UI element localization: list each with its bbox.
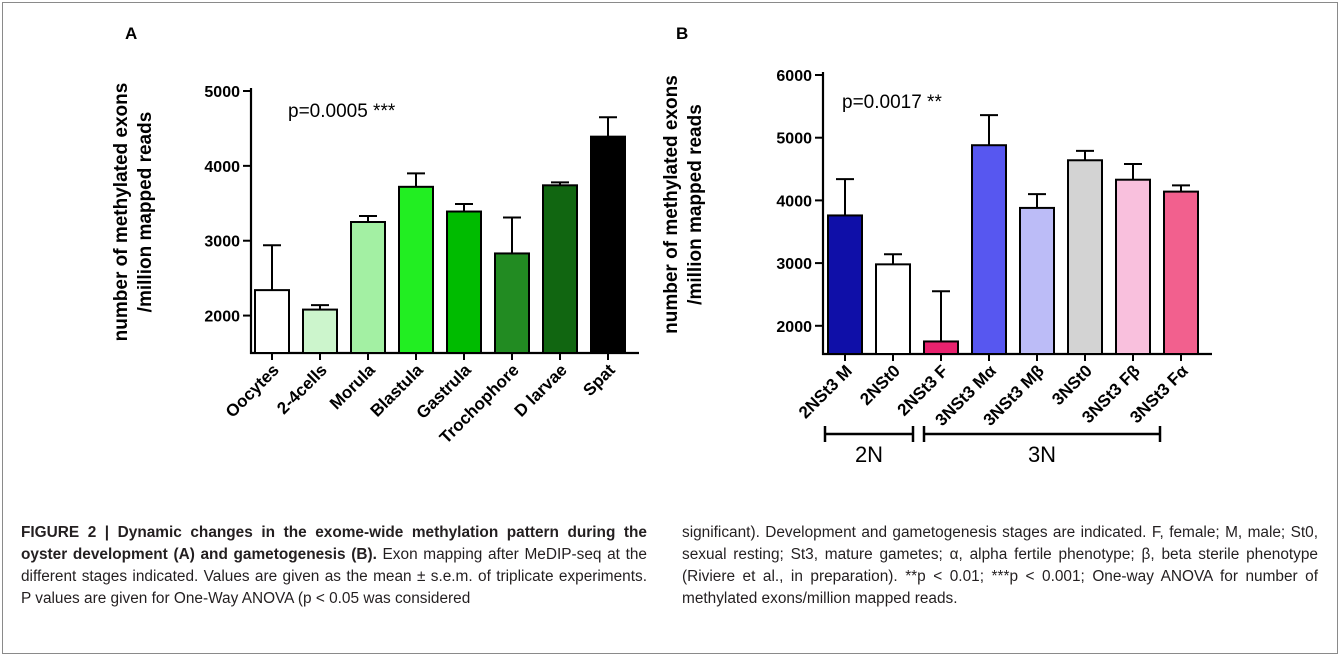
panel-a-category-label-2: 2-4cells <box>273 360 331 418</box>
panel-b-ylabel-line-1: number of methylated exons <box>661 75 682 334</box>
panel-a-p-value: p=0.0005 *** <box>288 101 396 122</box>
panel-b-y-tick-label: 4000 <box>776 193 812 210</box>
panel-b-bar-2 <box>875 263 911 355</box>
panel-a-category-label-7: D larvae <box>511 360 571 420</box>
panel-a-y-tick-label: 5000 <box>204 84 240 101</box>
panel-b-bar-3 <box>923 340 959 355</box>
panel-b-bar-5 <box>1019 206 1055 355</box>
panel-b-y-tick-label: 3000 <box>776 256 812 273</box>
panel-b-category-label-1: 2NSt3 M <box>795 361 856 422</box>
panel-a-bar-1 <box>254 289 290 354</box>
panel-b-bar-6 <box>1067 159 1103 355</box>
panel-b-bar-7 <box>1115 178 1151 355</box>
panel-a-bar-7 <box>542 184 578 354</box>
panel-a-bar-6 <box>494 252 530 354</box>
panel-b-bar-1 <box>827 214 863 355</box>
panel-a-bar-8 <box>590 135 626 354</box>
panel-a-category-label-1: Oocytes <box>222 360 283 421</box>
panel-b-group-label-1: 2N <box>855 442 883 467</box>
caption-left-text: Exon mapping after MeDIP-seq at the diff… <box>21 546 647 607</box>
panel-b-bar-8 <box>1163 190 1199 355</box>
panel-b-letter: B <box>676 24 688 43</box>
panel-b-y-tick-label: 6000 <box>776 68 812 85</box>
panel-b-bar-4 <box>971 144 1007 355</box>
panel-b-ylabel-line-2: /million mapped reads <box>685 104 706 305</box>
panel-a-category-label-8: Spat <box>579 360 619 400</box>
panel-a-ylabel-line-2: /million mapped reads <box>135 112 156 313</box>
panel-a-bar-5 <box>446 210 482 354</box>
panel-a-letter: A <box>125 24 137 43</box>
panel-b-y-tick-label: 5000 <box>776 131 812 148</box>
panel-a-y-tick-label: 4000 <box>204 159 240 176</box>
panel-a-bar-3 <box>350 221 386 354</box>
panel-a-y-tick-label: 3000 <box>204 234 240 251</box>
panel-a-y-tick-label: 2000 <box>204 309 240 326</box>
panel-b-y-tick-label: 2000 <box>776 319 812 336</box>
panel-a-bar-2 <box>302 308 338 354</box>
panel-a-ylabel-line-1: number of methylated exons <box>111 83 132 342</box>
panel-b-p-value: p=0.0017 ** <box>842 92 942 113</box>
panel-a-bar-4 <box>398 185 434 354</box>
caption-left-column: FIGURE 2 | Dynamic changes in the exome-… <box>21 522 647 610</box>
caption-right-column: significant). Development and gametogene… <box>682 522 1318 610</box>
caption-title: FIGURE 2 | Dynamic changes in the exome-… <box>21 524 647 563</box>
caption-right-text: significant). Development and gametogene… <box>682 524 1318 607</box>
panel-b-group-label-2: 3N <box>1028 442 1056 467</box>
